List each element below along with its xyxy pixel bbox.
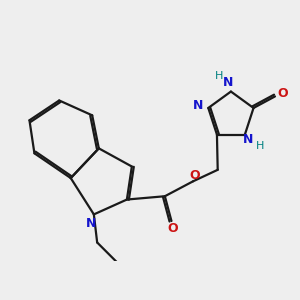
Text: O: O [277,87,288,100]
Text: O: O [168,222,178,235]
Text: H: H [215,71,224,81]
Text: N: N [223,76,233,89]
Text: N: N [193,99,203,112]
Text: H: H [256,141,264,151]
Text: N: N [243,133,254,146]
Text: O: O [190,169,200,182]
Text: N: N [86,217,96,230]
